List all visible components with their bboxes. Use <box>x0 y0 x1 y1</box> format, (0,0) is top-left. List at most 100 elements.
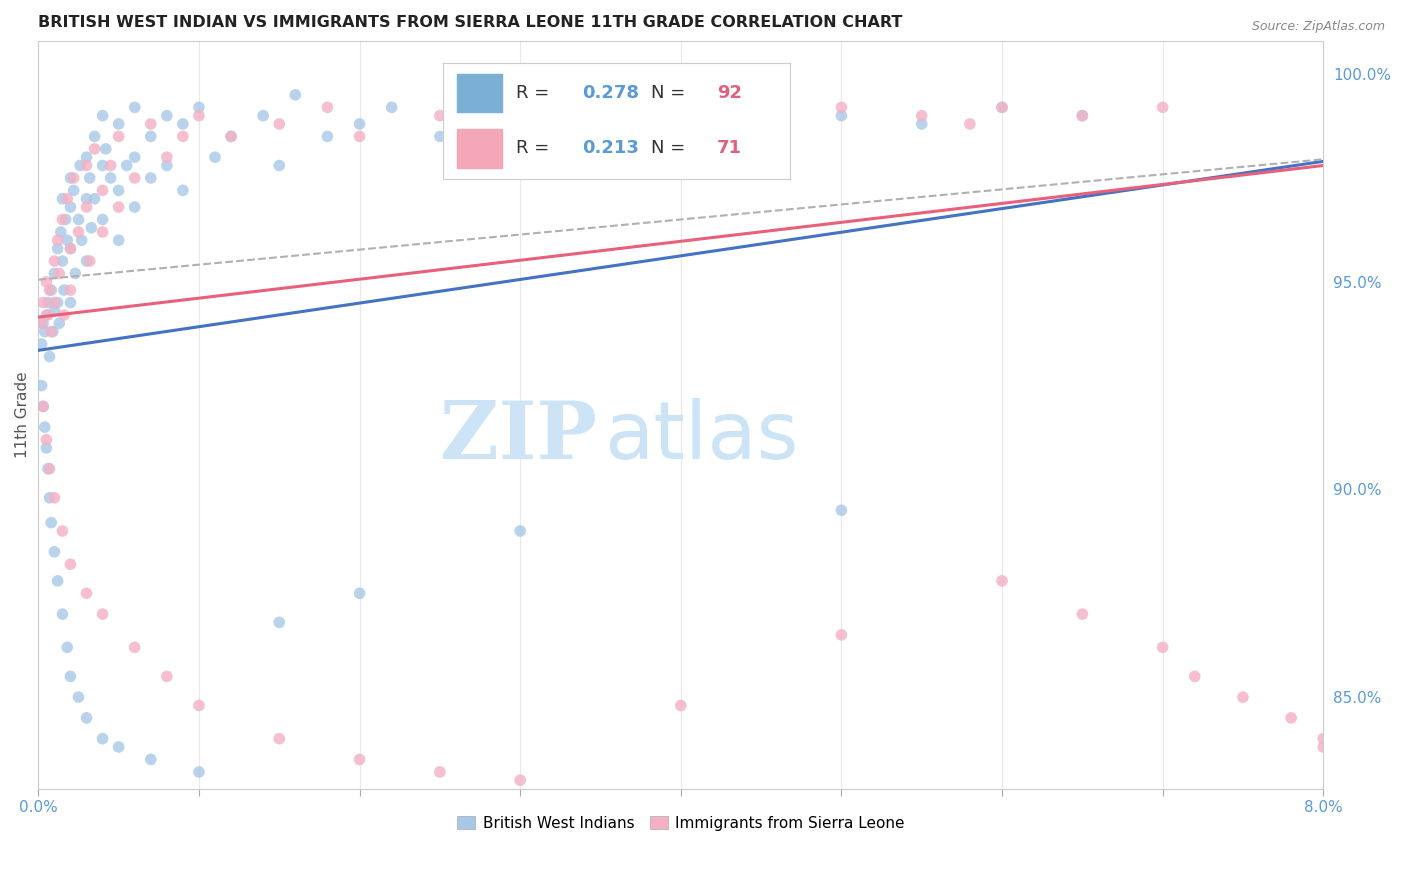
Point <box>38 350 60 364</box>
Point <box>62 171 84 186</box>
Point <box>349 586 371 600</box>
Point <box>59 558 82 572</box>
Point <box>51 254 73 268</box>
Point <box>188 100 211 114</box>
Point <box>91 109 114 123</box>
Point <box>35 441 58 455</box>
Point <box>59 200 82 214</box>
Point <box>156 109 179 123</box>
Point <box>1232 690 1254 705</box>
Point <box>31 337 53 351</box>
Point <box>316 100 339 114</box>
Point <box>53 308 76 322</box>
Point <box>91 731 114 746</box>
Point <box>91 159 114 173</box>
Point <box>51 607 73 621</box>
Point <box>172 183 194 197</box>
Point <box>269 615 291 630</box>
Point <box>509 773 531 788</box>
Point <box>76 159 98 173</box>
Point <box>139 117 162 131</box>
Point <box>139 752 162 766</box>
Point <box>91 183 114 197</box>
Point <box>44 267 66 281</box>
Point <box>32 316 55 330</box>
Point <box>252 109 274 123</box>
Point <box>83 142 105 156</box>
Point <box>59 242 82 256</box>
Point <box>32 400 55 414</box>
Point <box>79 171 101 186</box>
Point <box>67 690 90 705</box>
Point <box>269 731 291 746</box>
Point <box>94 142 117 156</box>
Point <box>83 192 105 206</box>
Point <box>34 325 56 339</box>
Point <box>669 698 692 713</box>
Point <box>1279 711 1302 725</box>
Point <box>39 283 62 297</box>
Point <box>107 200 129 214</box>
Point <box>51 524 73 538</box>
Point <box>37 295 59 310</box>
Point <box>91 225 114 239</box>
Point <box>124 100 146 114</box>
Point <box>156 669 179 683</box>
Point <box>46 295 69 310</box>
Text: ZIP: ZIP <box>440 398 598 476</box>
Point <box>188 698 211 713</box>
Point <box>44 491 66 505</box>
Point <box>316 129 339 144</box>
Point <box>830 100 852 114</box>
Point <box>188 109 211 123</box>
Point <box>34 420 56 434</box>
Point <box>107 129 129 144</box>
Point <box>1312 731 1334 746</box>
Point <box>124 640 146 655</box>
Point <box>31 378 53 392</box>
Point <box>80 220 103 235</box>
Point <box>509 117 531 131</box>
Point <box>44 295 66 310</box>
Point <box>1152 100 1174 114</box>
Point <box>76 254 98 268</box>
Point <box>76 200 98 214</box>
Point <box>1071 607 1094 621</box>
Point <box>46 574 69 588</box>
Point <box>349 752 371 766</box>
Point <box>124 200 146 214</box>
Text: BRITISH WEST INDIAN VS IMMIGRANTS FROM SIERRA LEONE 11TH GRADE CORRELATION CHART: BRITISH WEST INDIAN VS IMMIGRANTS FROM S… <box>38 15 903 30</box>
Point <box>42 325 65 339</box>
Point <box>79 254 101 268</box>
Point <box>59 283 82 297</box>
Point <box>55 212 77 227</box>
Point <box>76 711 98 725</box>
Point <box>35 308 58 322</box>
Point <box>51 212 73 227</box>
Point <box>76 586 98 600</box>
Point <box>76 150 98 164</box>
Point <box>70 233 93 247</box>
Point <box>100 171 122 186</box>
Point <box>46 233 69 247</box>
Point <box>59 295 82 310</box>
Point <box>53 283 76 297</box>
Point <box>39 325 62 339</box>
Point <box>1184 669 1206 683</box>
Point <box>219 129 242 144</box>
Point <box>269 159 291 173</box>
Point <box>37 461 59 475</box>
Point <box>1312 739 1334 754</box>
Point <box>589 100 612 114</box>
Point <box>139 171 162 186</box>
Point <box>44 304 66 318</box>
Point <box>429 109 451 123</box>
Point <box>107 739 129 754</box>
Point <box>67 212 90 227</box>
Point <box>38 491 60 505</box>
Point <box>67 225 90 239</box>
Point <box>139 129 162 144</box>
Point <box>669 100 692 114</box>
Point <box>56 640 79 655</box>
Point <box>830 628 852 642</box>
